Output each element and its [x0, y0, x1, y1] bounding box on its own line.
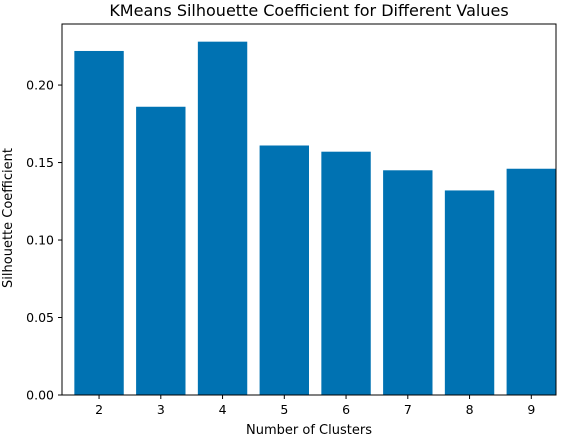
bar-2	[74, 50, 124, 396]
bar-4	[197, 41, 248, 396]
y-axis-label: Silhouette Coefficient	[1, 148, 16, 288]
bar-9	[506, 168, 556, 395]
x-axis-ticks: 2 3 4 5 6 7 8 9	[95, 395, 535, 417]
x-tick-label-6: 6	[342, 402, 350, 417]
y-tick-label-0.20: 0.20	[26, 78, 54, 93]
y-tick-label-0.00: 0.00	[26, 388, 54, 403]
bars-group	[74, 41, 556, 396]
x-tick-label-5: 5	[280, 402, 288, 417]
chart-title: KMeans Silhouette Coefficient for Differ…	[109, 1, 508, 20]
plot-frame	[61, 23, 557, 396]
x-tick-label-3: 3	[157, 402, 165, 417]
bar-8	[444, 190, 495, 395]
x-tick-label-7: 7	[404, 402, 412, 417]
y-tick-label-0.10: 0.10	[26, 233, 54, 248]
x-tick-label-9: 9	[527, 402, 535, 417]
bar-3	[136, 106, 186, 395]
y-tick-label-0.15: 0.15	[26, 155, 54, 170]
bar-6	[321, 151, 371, 395]
bar-7	[383, 170, 433, 395]
y-axis-ticks: 0.00 0.05 0.10 0.15 0.20	[26, 78, 62, 403]
x-tick-label-4: 4	[219, 402, 227, 417]
x-axis-label: Number of Clusters	[246, 423, 372, 438]
x-tick-label-2: 2	[95, 402, 103, 417]
bar-5	[259, 145, 309, 395]
y-tick-label-0.05: 0.05	[26, 310, 54, 325]
x-tick-label-8: 8	[466, 402, 474, 417]
